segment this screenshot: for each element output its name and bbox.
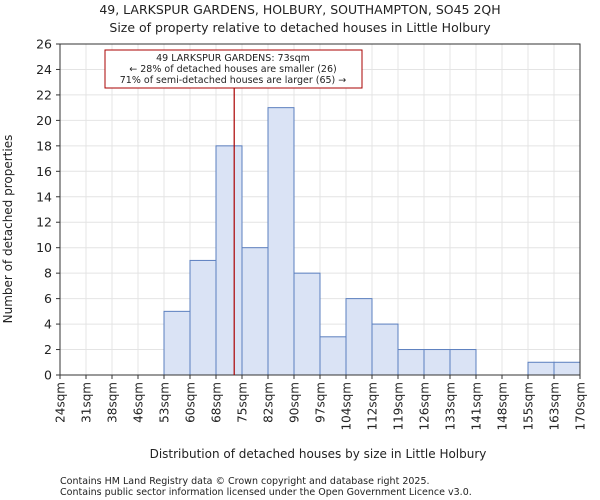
annotation-line-2: ← 28% of detached houses are smaller (26… <box>129 64 336 75</box>
bar-97sqm <box>319 336 347 376</box>
x-tick-label-82sqm: 82sqm <box>262 382 276 423</box>
x-tick-label-38sqm: 38sqm <box>106 382 120 423</box>
bar-60sqm <box>189 259 217 376</box>
chart-title: 49, LARKSPUR GARDENS, HOLBURY, SOUTHAMPT… <box>99 2 500 17</box>
y-tick-label: 24 <box>36 62 52 77</box>
annotation-line-1: 49 LARKSPUR GARDENS: 73sqm <box>156 53 310 64</box>
y-tick-label: 22 <box>36 87 52 102</box>
bar-112sqm <box>371 323 399 376</box>
bar-90sqm <box>293 272 321 376</box>
y-tick-label: 0 <box>44 368 52 383</box>
y-tick-label: 26 <box>36 37 52 52</box>
y-axis-label: Number of detached properties <box>1 135 15 324</box>
x-tick-label-46sqm: 46sqm <box>132 382 146 423</box>
bar-119sqm <box>397 349 425 376</box>
x-tick-label-90sqm: 90sqm <box>288 382 302 423</box>
x-tick-label-53sqm: 53sqm <box>158 382 172 423</box>
x-tick-label-148sqm: 148sqm <box>496 382 510 430</box>
y-tick-label: 8 <box>44 266 52 281</box>
y-tick-label: 20 <box>36 113 52 128</box>
x-axis-label: Distribution of detached houses by size … <box>150 447 487 461</box>
bar-155sqm <box>527 361 555 376</box>
bar-104sqm <box>345 298 373 376</box>
footer-line-1: Contains HM Land Registry data © Crown c… <box>60 476 430 487</box>
y-tick-label: 4 <box>44 317 52 332</box>
x-tick-label-133sqm: 133sqm <box>444 382 458 430</box>
x-tick-label-170sqm: 170sqm <box>574 382 588 430</box>
y-tick-label: 2 <box>44 342 52 357</box>
bars <box>163 107 581 376</box>
x-tick-label-31sqm: 31sqm <box>80 382 94 423</box>
y-tick-label: 12 <box>36 215 52 230</box>
bar-163sqm <box>553 361 581 376</box>
footer-line-2: Contains public sector information licen… <box>60 487 472 498</box>
x-tick-label-68sqm: 68sqm <box>210 382 224 423</box>
bar-75sqm <box>241 247 269 376</box>
bar-82sqm <box>267 107 295 376</box>
x-tick-label-141sqm: 141sqm <box>470 382 484 430</box>
y-tick-label: 16 <box>36 164 52 179</box>
y-tick-label: 18 <box>36 138 52 153</box>
y-tick-label: 14 <box>36 189 52 204</box>
x-tick-label-163sqm: 163sqm <box>548 382 562 430</box>
annotation-frame <box>104 49 363 89</box>
y-tick-label: 6 <box>44 291 52 306</box>
x-tick-label-97sqm: 97sqm <box>314 382 328 423</box>
bar-53sqm <box>163 310 191 376</box>
x-tick-label-112sqm: 112sqm <box>366 382 380 430</box>
bar-126sqm <box>423 349 451 376</box>
x-tick-label-75sqm: 75sqm <box>236 382 250 423</box>
x-tick-label-24sqm: 24sqm <box>54 382 68 423</box>
x-tick-label-104sqm: 104sqm <box>340 382 354 430</box>
x-tick-label-119sqm: 119sqm <box>392 382 406 430</box>
x-axis-ticks: 24sqm 31sqm 38sqm 46sqm 53sqm 60sqm 68sqm 75sqm… <box>54 375 588 430</box>
annotation-line-3: 71% of semi-detached houses are larger (… <box>120 75 347 86</box>
x-tick-label-126sqm: 126sqm <box>418 382 432 430</box>
x-tick-label-60sqm: 60sqm <box>184 382 198 423</box>
bar-68sqm <box>215 145 243 376</box>
chart-subtitle: Size of property relative to detached ho… <box>109 20 491 35</box>
x-tick-label-155sqm: 155sqm <box>522 382 536 430</box>
bar-133sqm <box>449 349 477 376</box>
y-tick-label: 10 <box>36 240 52 255</box>
annotation-box: 49 LARKSPUR GARDENS: 73sqm ← 28% of deta… <box>104 49 363 89</box>
